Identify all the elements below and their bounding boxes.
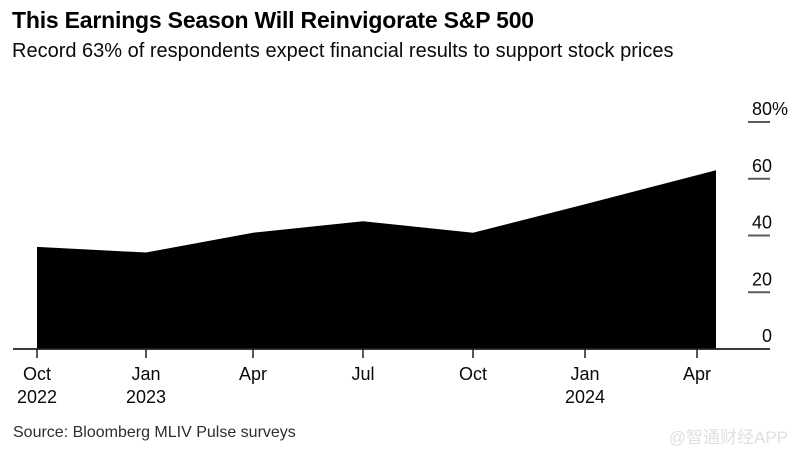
y-axis-label: 0 [762, 326, 772, 346]
x-axis-year-label: 2022 [17, 387, 57, 407]
x-axis-label: Apr [683, 364, 711, 384]
area-fill [37, 170, 716, 349]
y-axis-label: 80 [752, 99, 772, 119]
x-axis-label: Oct [459, 364, 487, 384]
y-axis-unit-suffix: % [772, 99, 788, 119]
x-axis-label: Oct [23, 364, 51, 384]
source-note: Source: Bloomberg MLIV Pulse surveys [13, 424, 296, 441]
y-axis-label: 60 [752, 156, 772, 176]
chart-title: This Earnings Season Will Reinvigorate S… [12, 7, 534, 33]
y-axis-label: 20 [752, 269, 772, 289]
y-axis: 0 20 40 60 80% [748, 99, 788, 346]
x-axis-label: Jan [570, 364, 599, 384]
area-series [37, 170, 716, 349]
chart-subtitle: Record 63% of respondents expect financi… [12, 40, 674, 62]
x-axis-label: Jan [131, 364, 160, 384]
watermark: @智通财经APP [668, 428, 788, 447]
x-axis: Oct 2022 Jan 2023 Apr Jul Oct Jan 2024 Apr [13, 348, 770, 407]
y-axis-label: 40 [752, 213, 772, 233]
x-axis-year-label: 2024 [565, 387, 605, 407]
x-axis-label: Jul [351, 364, 374, 384]
x-axis-year-label: 2023 [126, 387, 166, 407]
x-axis-label: Apr [239, 364, 267, 384]
